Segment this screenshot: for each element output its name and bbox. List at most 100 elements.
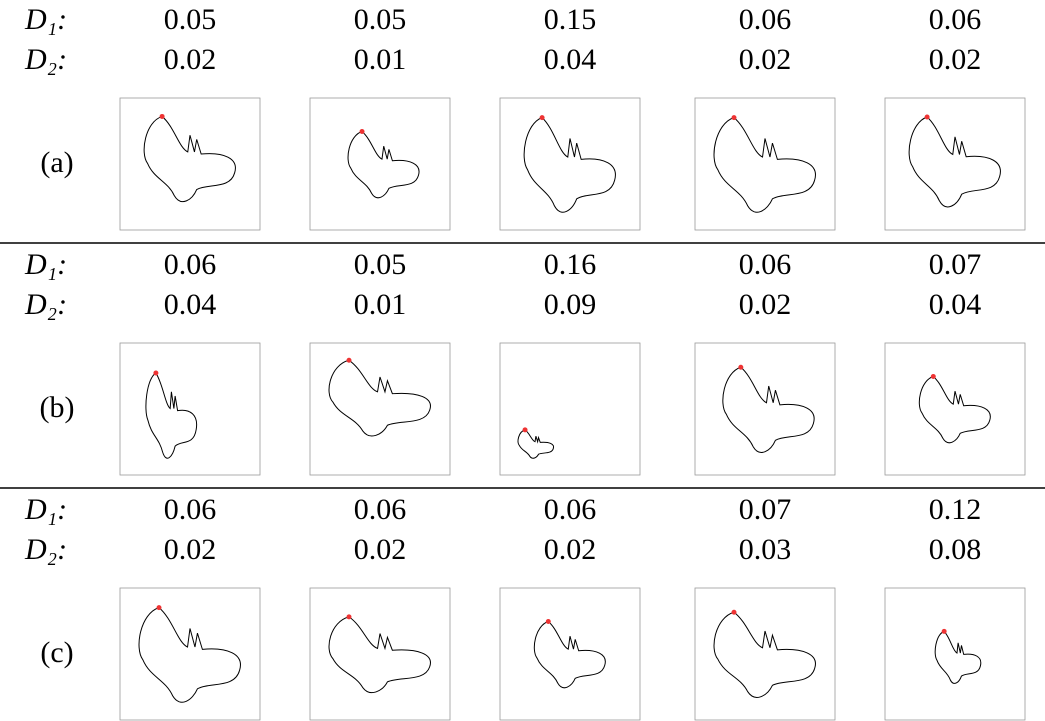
start-point (942, 629, 947, 634)
plot-frame (695, 588, 835, 720)
shape-plot (329, 360, 430, 436)
contour (144, 116, 235, 201)
contour (146, 373, 197, 458)
start-point (360, 129, 365, 134)
shape-plot (329, 617, 430, 693)
start-point (732, 115, 737, 120)
shape-plot (909, 117, 1000, 207)
d2-value: 0.01 (354, 288, 407, 321)
shape-plot (348, 132, 419, 198)
shape-plot (714, 612, 815, 697)
d1-value: 0.06 (164, 493, 217, 526)
shape-plot (723, 367, 814, 452)
d2-value: 0.02 (354, 533, 407, 566)
d1-value: 0.07 (739, 493, 792, 526)
group-label: (a) (40, 146, 73, 179)
contour (935, 631, 981, 683)
shape-plot (518, 430, 554, 458)
figure: D₁: D₂: (a) 0.05 0.02 0.05 0.01 0.15 0.04 0.06 0.0… (0, 0, 1045, 721)
row-label: D₁: (24, 3, 67, 36)
plot-frame (695, 98, 835, 230)
d1-value: 0.07 (929, 248, 982, 281)
contour (329, 360, 430, 436)
contour (524, 118, 615, 213)
plot-frame (120, 343, 260, 475)
group-label: (c) (40, 636, 73, 669)
d1-value: 0.05 (354, 3, 407, 36)
plot-frame (120, 588, 260, 720)
contour (329, 617, 430, 693)
plot-frame (885, 343, 1025, 475)
start-point (925, 115, 930, 120)
row-label: D₂: (24, 43, 67, 76)
start-point (732, 610, 737, 615)
start-point (347, 614, 352, 619)
contour (919, 377, 990, 443)
shape-plot (714, 118, 815, 213)
d1-value: 0.06 (164, 248, 217, 281)
d2-value: 0.02 (164, 533, 217, 566)
d1-value: 0.15 (544, 3, 597, 36)
start-point (160, 114, 165, 119)
contour (714, 118, 815, 213)
shape-plot (139, 608, 240, 703)
row-label: D₂: (24, 288, 67, 321)
d2-value: 0.02 (739, 288, 792, 321)
start-point (157, 605, 162, 610)
plot-frame (500, 588, 640, 720)
shape-plot (919, 377, 990, 443)
plot-frame (310, 98, 450, 230)
plot-frame (500, 343, 640, 475)
d1-value: 0.06 (544, 493, 597, 526)
d2-value: 0.02 (739, 43, 792, 76)
d2-value: 0.08 (929, 533, 982, 566)
d1-value: 0.06 (739, 3, 792, 36)
plot-frame (310, 343, 450, 475)
d2-value: 0.04 (544, 43, 597, 76)
plot-frame (500, 98, 640, 230)
d2-value: 0.04 (929, 288, 982, 321)
row-label: D₁: (24, 248, 67, 281)
shape-plot (935, 631, 981, 683)
start-point (523, 427, 528, 432)
d2-value: 0.09 (544, 288, 597, 321)
contour (534, 622, 605, 688)
plot-frame (310, 588, 450, 720)
start-point (347, 358, 352, 363)
shape-plot (524, 118, 615, 213)
d2-value: 0.04 (164, 288, 217, 321)
d1-value: 0.05 (354, 248, 407, 281)
row-label: D₁: (24, 493, 67, 526)
shape-plot (144, 116, 235, 201)
d1-value: 0.06 (929, 3, 982, 36)
d2-value: 0.01 (354, 43, 407, 76)
d1-value: 0.12 (929, 493, 982, 526)
contour (909, 117, 1000, 207)
start-point (153, 371, 158, 376)
shape-plot (146, 373, 197, 458)
d2-value: 0.02 (164, 43, 217, 76)
start-point (931, 374, 936, 379)
d2-value: 0.02 (929, 43, 982, 76)
contour (348, 132, 419, 198)
plot-frame (885, 98, 1025, 230)
plot-frame (120, 98, 260, 230)
contour (518, 430, 554, 458)
start-point (540, 115, 545, 120)
d1-value: 0.06 (354, 493, 407, 526)
d1-value: 0.06 (739, 248, 792, 281)
plot-frame (885, 588, 1025, 720)
d2-value: 0.02 (544, 533, 597, 566)
plot-frame (695, 343, 835, 475)
group-label: (b) (40, 391, 75, 424)
start-point (546, 619, 551, 624)
contour (723, 367, 814, 452)
d1-value: 0.16 (544, 248, 597, 281)
start-point (738, 365, 743, 370)
contour (139, 608, 240, 703)
shape-plot (534, 622, 605, 688)
d2-value: 0.03 (739, 533, 792, 566)
row-label: D₂: (24, 533, 67, 566)
contour (714, 612, 815, 697)
d1-value: 0.05 (164, 3, 217, 36)
